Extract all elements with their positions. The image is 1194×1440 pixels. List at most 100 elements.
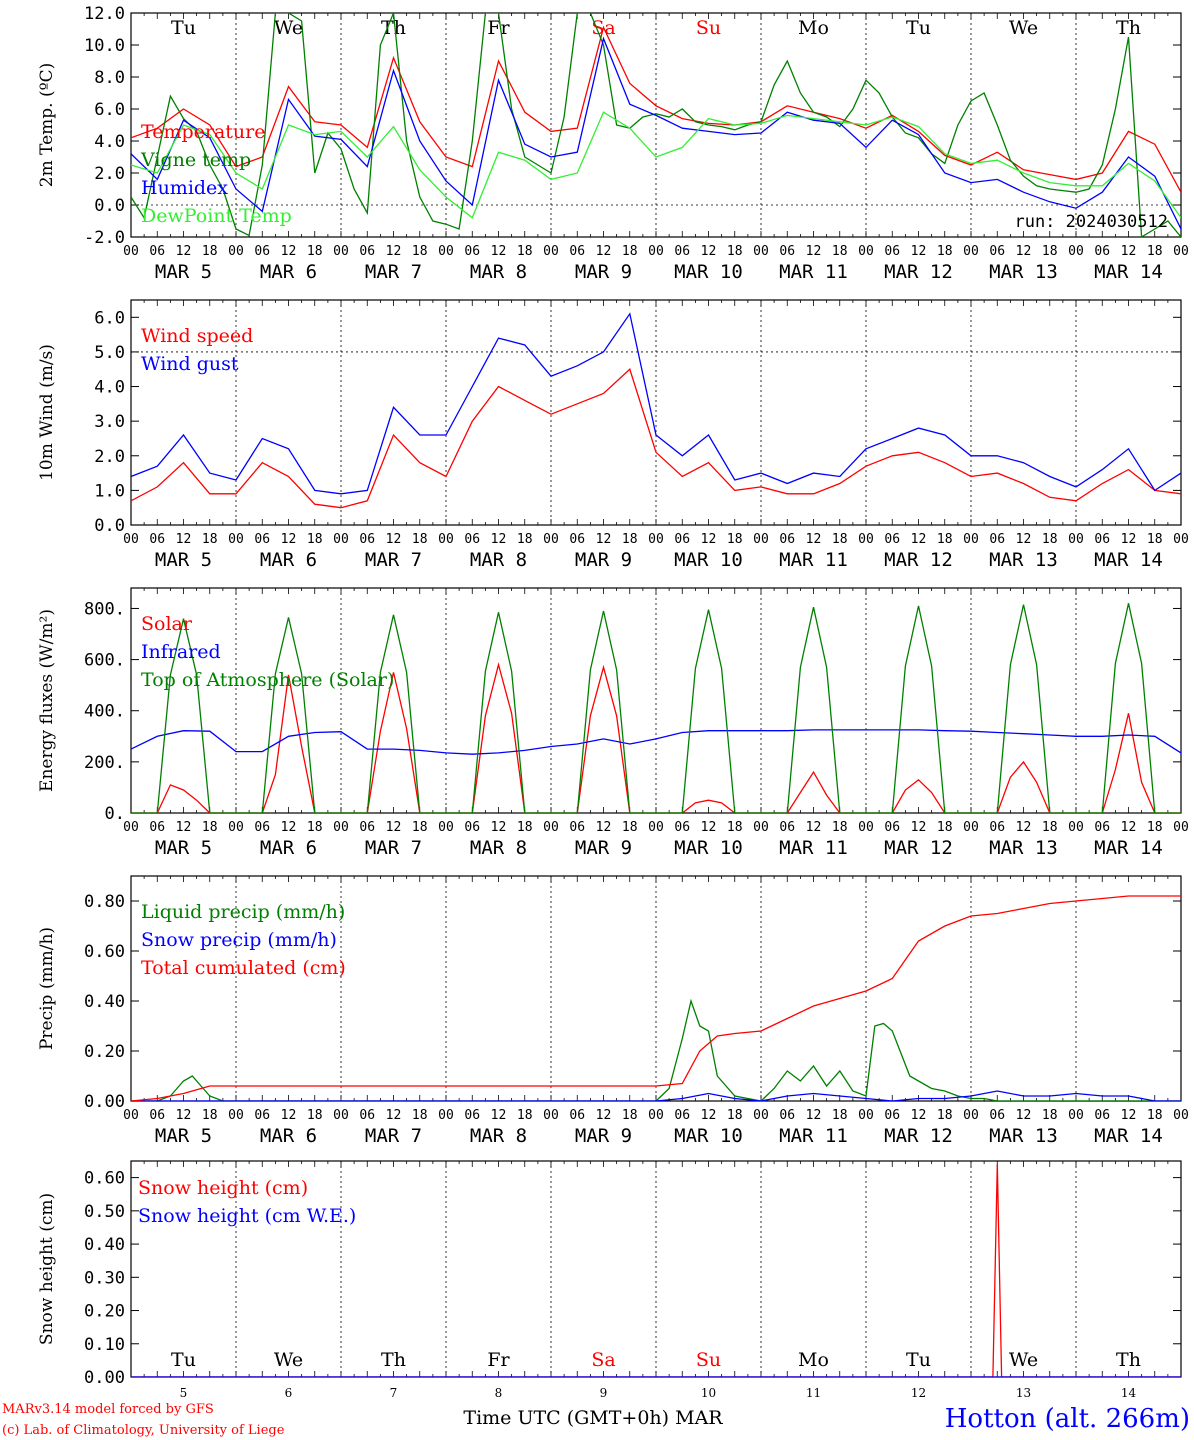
- panel-3: 0. 200. 400. 600. 800. Energy fluxes (W/m²) 00…: [37, 587, 1189, 859]
- y-tick-label: 0.0: [94, 516, 125, 536]
- y-tick-label: 12.0: [84, 4, 125, 24]
- y-axis-title: Precip (mm/h): [37, 927, 57, 1050]
- x-date-label: MAR 11: [779, 1125, 848, 1147]
- panels: -2.0 0.0 2.0 4.0 6.0 8.0 10.0 12.0 2m Temp. (ºC)…: [37, 4, 1189, 1400]
- x-hour-label: 06: [569, 1108, 585, 1123]
- x-hour-label: 00: [858, 1108, 874, 1123]
- x-date-label: MAR 5: [155, 261, 212, 283]
- x-hour-label: 12: [806, 244, 822, 259]
- x-hour-label: 12: [1016, 532, 1032, 547]
- legend-entry: Humidex: [141, 177, 228, 199]
- weekday-label: Su: [696, 17, 721, 39]
- x-date-label: MAR 13: [989, 1125, 1058, 1147]
- x-hour-label: 18: [1147, 820, 1163, 835]
- x-hour-label: 12: [176, 532, 192, 547]
- x-hour-label: 18: [307, 820, 323, 835]
- x-hour-label: 06: [884, 244, 900, 259]
- x-date-label: MAR 12: [884, 261, 953, 283]
- x-hour-label: 18: [202, 820, 218, 835]
- x-hour-label: 00: [438, 532, 454, 547]
- x-hour-label: 12: [596, 820, 612, 835]
- x-hour-label: 06: [1094, 532, 1110, 547]
- x-hour-label: 18: [1042, 1108, 1058, 1123]
- x-hour-label: 06: [1094, 244, 1110, 259]
- x-hour-label: 00: [648, 820, 664, 835]
- weekday-label: Sa: [591, 1349, 615, 1371]
- x-hour-label: 18: [832, 532, 848, 547]
- x-date-label: MAR 6: [260, 837, 317, 859]
- x-day-number: 13: [1016, 1386, 1031, 1400]
- weekday-label: We: [1009, 1349, 1038, 1371]
- x-hour-label: 18: [412, 1108, 428, 1123]
- y-axis-title: 10m Wind (m/s): [37, 344, 57, 481]
- y-tick-label: 0.60: [84, 1169, 125, 1189]
- y-tick-label: 0.40: [84, 1235, 125, 1255]
- x-hour-label: 18: [412, 532, 428, 547]
- x-date-label: MAR 9: [575, 261, 632, 283]
- x-hour-label: 00: [123, 1108, 139, 1123]
- series-line-3-3: [131, 603, 1181, 813]
- x-date-label: MAR 9: [575, 837, 632, 859]
- x-date-label: MAR 12: [884, 837, 953, 859]
- x-hour-label: 12: [701, 820, 717, 835]
- weekday-label: We: [1009, 17, 1038, 39]
- x-day-number: 6: [285, 1386, 293, 1400]
- legend-entry: Total cumulated (cm): [141, 957, 346, 979]
- y-tick-label: 0.50: [84, 1202, 125, 1222]
- x-hour-label: 00: [648, 244, 664, 259]
- y-tick-label: 1.0: [94, 481, 125, 501]
- x-hour-label: 06: [674, 1108, 690, 1123]
- x-hour-label: 00: [858, 532, 874, 547]
- x-hour-label: 18: [727, 244, 743, 259]
- x-day-number: 9: [600, 1386, 608, 1400]
- x-hour-label: 06: [674, 244, 690, 259]
- y-tick-label: 2.0: [94, 164, 125, 184]
- y-tick-label: 600.: [84, 651, 125, 671]
- x-hour-label: 06: [359, 820, 375, 835]
- x-date-label: MAR 11: [779, 837, 848, 859]
- x-date-label: MAR 11: [779, 549, 848, 571]
- x-hour-label: 12: [701, 532, 717, 547]
- x-hour-label: 06: [149, 820, 165, 835]
- x-day-number: 14: [1121, 1386, 1137, 1400]
- series-line-2-1: [131, 368, 1181, 509]
- x-hour-label: 06: [359, 244, 375, 259]
- y-tick-label: 0.40: [84, 992, 125, 1012]
- x-hour-label: 00: [1068, 244, 1084, 259]
- x-hour-label: 06: [254, 820, 270, 835]
- legend-entry: Liquid precip (mm/h): [141, 901, 345, 923]
- x-hour-label: 00: [858, 244, 874, 259]
- legend-entry: Snow height (cm): [138, 1177, 308, 1199]
- x-day-number: 12: [911, 1386, 926, 1400]
- x-hour-label: 00: [1173, 820, 1189, 835]
- x-hour-label: 06: [464, 532, 480, 547]
- x-hour-label: 18: [202, 532, 218, 547]
- x-hour-label: 06: [1094, 820, 1110, 835]
- x-hour-label: 12: [701, 1108, 717, 1123]
- x-hour-label: 18: [1042, 820, 1058, 835]
- x-hour-label: 00: [963, 244, 979, 259]
- y-tick-label: 0.30: [84, 1268, 125, 1288]
- x-hour-label: 06: [569, 532, 585, 547]
- weekday-label: Su: [696, 1349, 721, 1371]
- y-tick-label: 800.: [84, 599, 125, 619]
- y-tick-label: 4.0: [94, 132, 125, 152]
- x-date-label: MAR 12: [884, 549, 953, 571]
- x-hour-label: 12: [806, 820, 822, 835]
- x-hour-label: 00: [1173, 1108, 1189, 1123]
- x-hour-label: 00: [648, 532, 664, 547]
- weekday-label: We: [274, 1349, 303, 1371]
- x-hour-label: 06: [464, 244, 480, 259]
- series-line-1-3: [131, 36, 1181, 230]
- weekday-label: Tu: [906, 17, 931, 39]
- x-hour-label: 06: [149, 1108, 165, 1123]
- x-hour-label: 00: [543, 820, 559, 835]
- x-hour-label: 00: [438, 1108, 454, 1123]
- x-hour-label: 18: [517, 820, 533, 835]
- x-hour-label: 00: [543, 532, 559, 547]
- x-hour-label: 06: [359, 1108, 375, 1123]
- x-hour-label: 00: [123, 820, 139, 835]
- legend-entry: Vigne temp: [140, 149, 251, 171]
- x-hour-label: 12: [176, 1108, 192, 1123]
